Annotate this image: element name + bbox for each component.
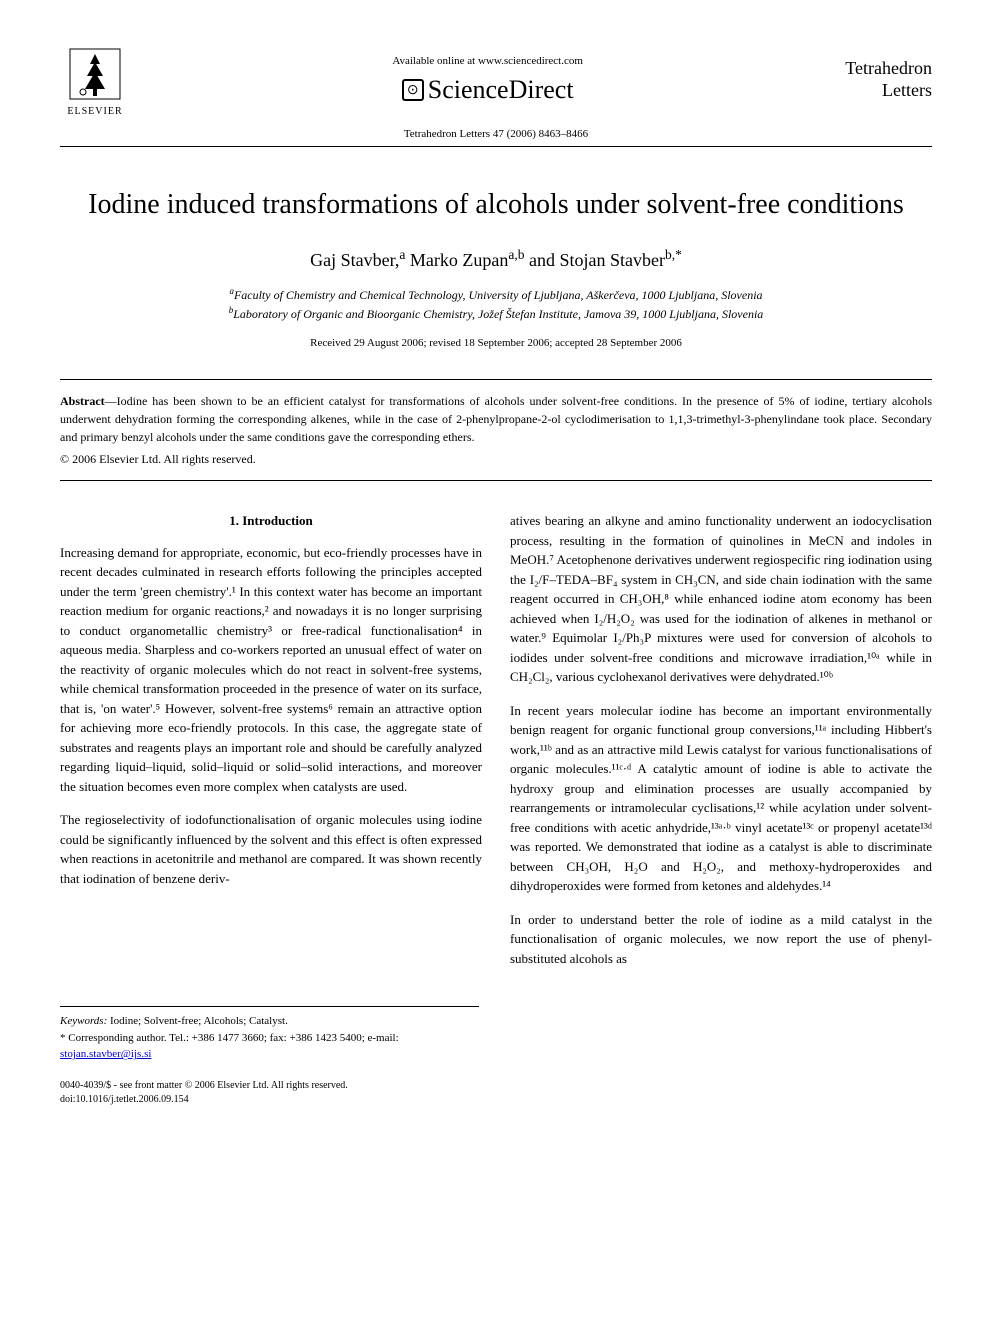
- body-columns: 1. Introduction Increasing demand for ap…: [60, 511, 932, 982]
- elsevier-label: ELSEVIER: [67, 106, 122, 117]
- elsevier-tree-icon: [65, 44, 125, 104]
- affiliations: aFaculty of Chemistry and Chemical Techn…: [60, 285, 932, 323]
- abstract-rule-bottom: [60, 480, 932, 481]
- corresponding-email[interactable]: stojan.stavber@ijs.si: [60, 1048, 151, 1060]
- elsevier-logo: ELSEVIER: [60, 40, 130, 120]
- authors: Gaj Stavber,a Marko Zupana,b and Stojan …: [60, 247, 932, 271]
- abstract-label: Abstract: [60, 394, 105, 408]
- journal-name-line2: Letters: [845, 80, 932, 102]
- col2-para-3: In order to understand better the role o…: [510, 910, 932, 969]
- sciencedirect-brand: ⊙ ScienceDirect: [130, 75, 845, 105]
- page-header: ELSEVIER Available online at www.science…: [60, 40, 932, 120]
- sciencedirect-icon: ⊙: [402, 79, 424, 101]
- doi-block: 0040-4039/$ - see front matter © 2006 El…: [60, 1079, 932, 1107]
- doi-line: doi:10.1016/j.tetlet.2006.09.154: [60, 1093, 932, 1107]
- available-online-text: Available online at www.sciencedirect.co…: [130, 55, 845, 67]
- affiliation-a: aFaculty of Chemistry and Chemical Techn…: [60, 285, 932, 304]
- left-column: 1. Introduction Increasing demand for ap…: [60, 511, 482, 982]
- keywords-text: Iodine; Solvent-free; Alcohols; Catalyst…: [107, 1015, 288, 1027]
- citation-line: Tetrahedron Letters 47 (2006) 8463–8466: [60, 128, 932, 140]
- journal-logo: Tetrahedron Letters: [845, 58, 932, 101]
- abstract-block: Abstract—Iodine has been shown to be an …: [60, 392, 932, 468]
- footnotes: Keywords: Iodine; Solvent-free; Alcohols…: [60, 1006, 479, 1063]
- keywords-line: Keywords: Iodine; Solvent-free; Alcohols…: [60, 1013, 479, 1030]
- abstract-text: —Iodine has been shown to be an efficien…: [60, 394, 932, 444]
- copyright-text: © 2006 Elsevier Ltd. All rights reserved…: [60, 450, 932, 468]
- sciencedirect-label: ScienceDirect: [428, 75, 574, 105]
- intro-para-2: The regioselectivity of iodofunctionalis…: [60, 810, 482, 888]
- center-header: Available online at www.sciencedirect.co…: [130, 55, 845, 105]
- keywords-label: Keywords:: [60, 1015, 107, 1027]
- corresponding-author: * Corresponding author. Tel.: +386 1477 …: [60, 1030, 479, 1063]
- article-dates: Received 29 August 2006; revised 18 Sept…: [60, 337, 932, 349]
- col2-para-2: In recent years molecular iodine has bec…: [510, 701, 932, 896]
- journal-name-line1: Tetrahedron: [845, 58, 932, 80]
- header-rule: [60, 146, 932, 147]
- right-column: atives bearing an alkyne and amino funct…: [510, 511, 932, 982]
- front-matter-line: 0040-4039/$ - see front matter © 2006 El…: [60, 1079, 932, 1093]
- col2-para-1: atives bearing an alkyne and amino funct…: [510, 511, 932, 687]
- article-title: Iodine induced transformations of alcoho…: [60, 187, 932, 223]
- intro-para-1: Increasing demand for appropriate, econo…: [60, 543, 482, 797]
- affiliation-b: bLaboratory of Organic and Bioorganic Ch…: [60, 304, 932, 323]
- corresponding-text: * Corresponding author. Tel.: +386 1477 …: [60, 1032, 399, 1044]
- abstract-rule-top: [60, 379, 932, 380]
- intro-heading: 1. Introduction: [60, 511, 482, 531]
